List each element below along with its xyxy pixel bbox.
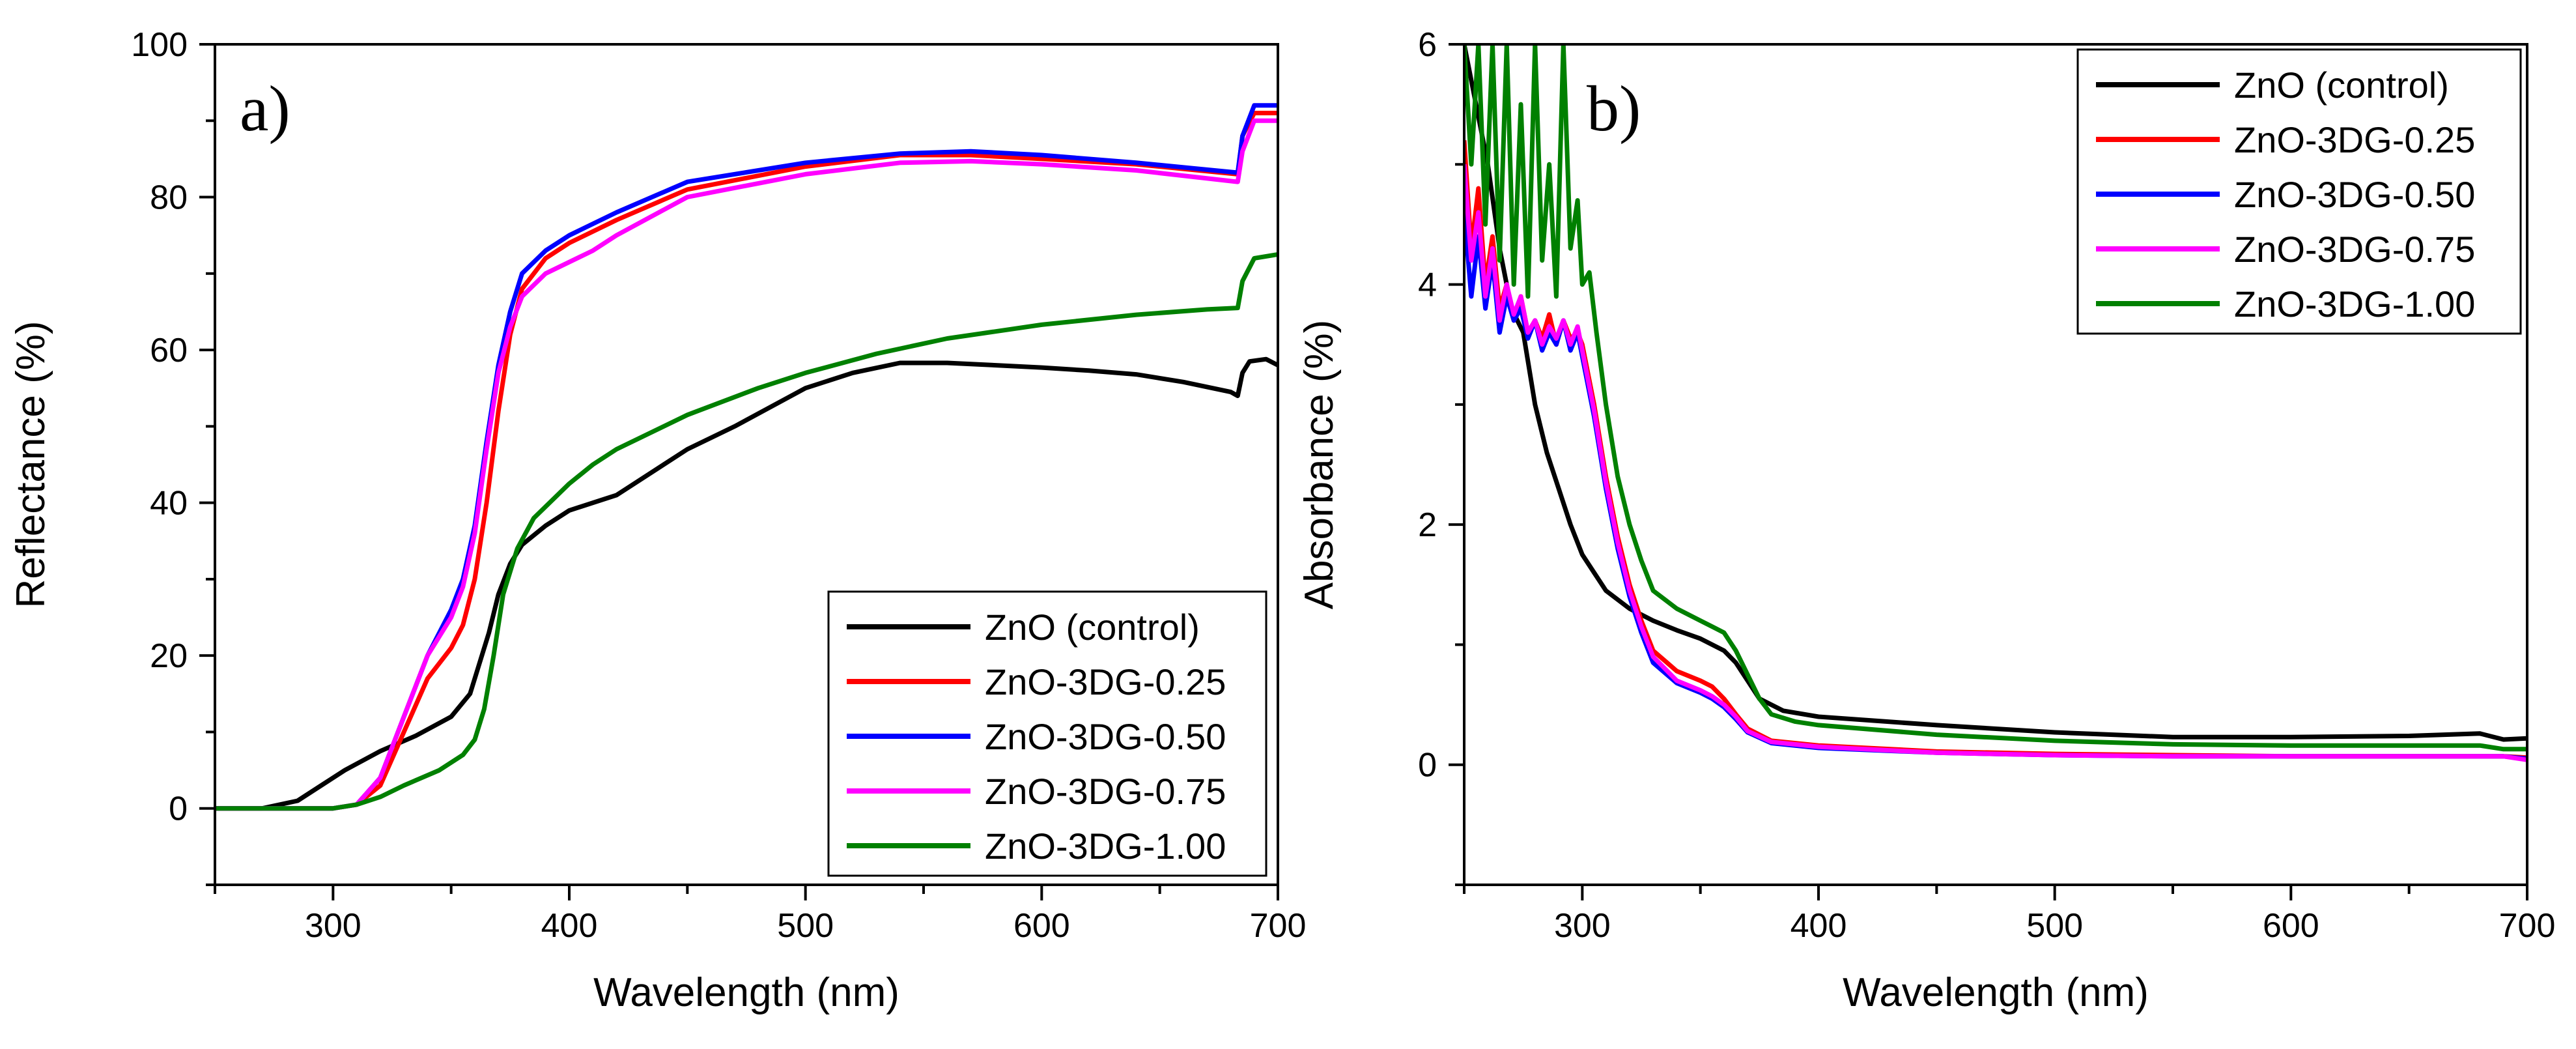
x-axis-label: Wavelength (nm) <box>593 970 899 1015</box>
legend: ZnO (control) ZnO-3DG-0.25 ZnO-3DG-0.50 ZnO… <box>827 590 1267 877</box>
y-tick-label: 80 <box>150 179 188 217</box>
y-tick-label: 100 <box>131 26 188 64</box>
series-line <box>1464 44 2527 742</box>
legend-label: ZnO-3DG-0.50 <box>985 716 1226 757</box>
x-tick-label: 400 <box>541 907 598 945</box>
x-tick-label: 500 <box>2026 907 2083 945</box>
chart-panel-b: 300 400 500 600 700 0 2 4 6 Wavelength (nm) Absorb… <box>1297 26 2555 1015</box>
legend-label: ZnO-3DG-0.25 <box>985 661 1226 702</box>
panel-label: b) <box>1587 72 1641 145</box>
y-tick-label: 40 <box>150 485 188 523</box>
x-tick-label: 500 <box>777 907 834 945</box>
series-line <box>1464 164 2527 762</box>
chart-panel-a: 300 400 500 600 700 0 20 40 60 80 100 Wavelength (n… <box>8 26 1306 1015</box>
legend-label: ZnO-3DG-0.75 <box>2234 229 2475 270</box>
plot-frame <box>1463 43 2528 886</box>
y-tick-label: 0 <box>169 790 188 828</box>
series-group <box>1464 44 2527 762</box>
x-tick-label: 700 <box>1250 907 1307 945</box>
y-axis-label: Reflectance (%) <box>8 321 53 608</box>
y-tick-label: 20 <box>150 637 188 675</box>
y-tick-label: 60 <box>150 332 188 369</box>
y-tick-label: 0 <box>1418 747 1437 784</box>
legend-label: ZnO (control) <box>2234 65 2449 106</box>
legend-label: ZnO-3DG-0.25 <box>2234 119 2475 160</box>
series-line <box>215 356 1278 811</box>
series-line <box>1464 44 2527 752</box>
plot-frame <box>214 43 1279 886</box>
legend: ZnO (control) ZnO-3DG-0.25 ZnO-3DG-0.50 ZnO… <box>2076 48 2522 335</box>
y-axis-label: Absorbance (%) <box>1297 320 1342 610</box>
y-tick-label: 4 <box>1418 266 1437 304</box>
x-tick-label: 600 <box>2263 907 2319 945</box>
x-tick-label: 300 <box>1554 907 1611 945</box>
legend-label: ZnO-3DG-0.75 <box>985 771 1226 812</box>
panel-label: a) <box>240 72 290 145</box>
series-group <box>215 103 1278 811</box>
series-line <box>215 118 1278 811</box>
x-tick-label: 400 <box>1790 907 1847 945</box>
legend-label: ZnO-3DG-1.00 <box>985 826 1226 867</box>
series-line <box>215 252 1278 811</box>
y-tick-label: 2 <box>1418 506 1437 544</box>
x-tick-label: 300 <box>305 907 361 945</box>
x-tick-label: 600 <box>1013 907 1070 945</box>
y-tick-label: 6 <box>1418 26 1437 64</box>
legend-label: ZnO (control) <box>985 607 1200 648</box>
x-tick-label: 700 <box>2499 907 2556 945</box>
legend-label: ZnO-3DG-1.00 <box>2234 283 2475 324</box>
legend-label: ZnO-3DG-0.50 <box>2234 174 2475 215</box>
x-axis-label: Wavelength (nm) <box>1843 970 2149 1015</box>
